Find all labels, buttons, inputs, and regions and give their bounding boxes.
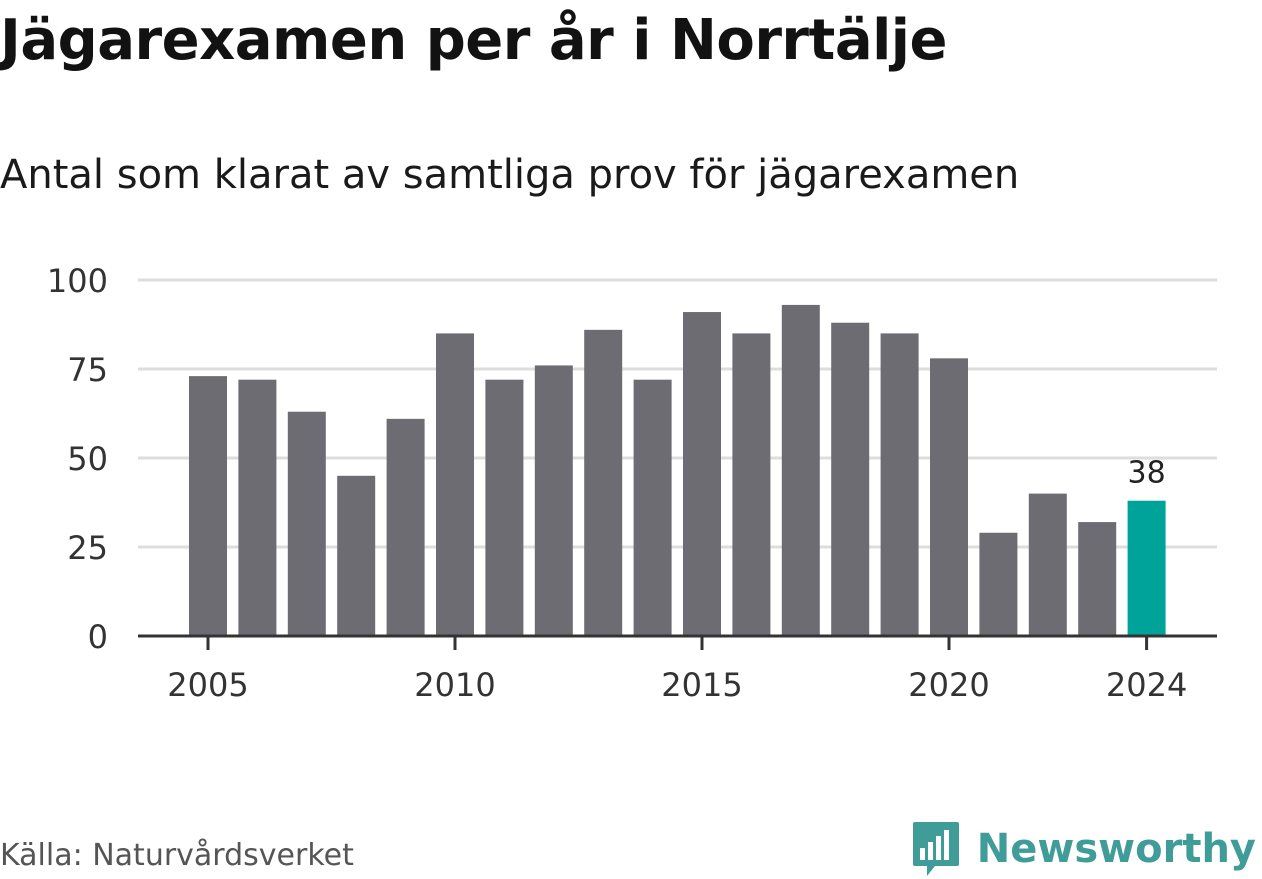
bar-2022 [1028, 493, 1067, 636]
x-tick-label-2020: 2020 [908, 666, 989, 704]
labels: 0 25 50 75 100 38 2005 2010 2015 2020 2024 [47, 262, 1187, 704]
bar-2020 [930, 358, 968, 636]
bar-chart-speech-bubble-icon [912, 822, 959, 876]
bar-2013 [584, 329, 623, 636]
bar-2016 [732, 333, 771, 636]
bar-2006 [238, 379, 277, 636]
bar-2007 [287, 411, 326, 636]
bar-2019 [880, 333, 919, 636]
bar-2024 [1127, 500, 1166, 636]
bar-2021 [979, 532, 1018, 636]
bar-2015 [683, 312, 721, 636]
source-note: Källa: Naturvårdsverket [0, 838, 354, 873]
chart-subtitle: Antal som klarat av samtliga prov för jä… [0, 152, 1020, 198]
axes [138, 634, 1217, 650]
bar-2018 [831, 322, 870, 636]
bar-2009 [386, 418, 425, 636]
bars [189, 304, 1166, 636]
bar-2012 [534, 365, 573, 636]
brand: Newsworthy [911, 820, 1256, 878]
bar-2017 [781, 304, 820, 636]
chart-title: Jägarexamen per år i Norrtälje [0, 8, 947, 73]
x-tick-label-2024: 2024 [1106, 666, 1187, 704]
x-tick-label-2015: 2015 [661, 666, 742, 704]
brand-name: Newsworthy [976, 826, 1256, 872]
bar-2023 [1078, 522, 1117, 636]
bar-2010 [436, 333, 474, 636]
y-tick-label-100: 100 [47, 262, 108, 300]
x-tick-label-2005: 2005 [167, 666, 248, 704]
bar-2005 [189, 376, 227, 636]
y-tick-label-0: 0 [88, 618, 108, 656]
y-tick-label-75: 75 [67, 351, 108, 389]
y-tick-label-25: 25 [67, 529, 108, 567]
bar-2008 [337, 475, 376, 636]
y-tick-label-50: 50 [67, 440, 108, 478]
data-label-2024: 38 [1128, 456, 1166, 491]
bar-2011 [485, 379, 524, 636]
x-tick-label-2010: 2010 [414, 666, 495, 704]
bar-chart: 0 25 50 75 100 38 2005 2010 2015 2020 2024 [47, 262, 1217, 704]
bar-2014 [633, 379, 672, 636]
